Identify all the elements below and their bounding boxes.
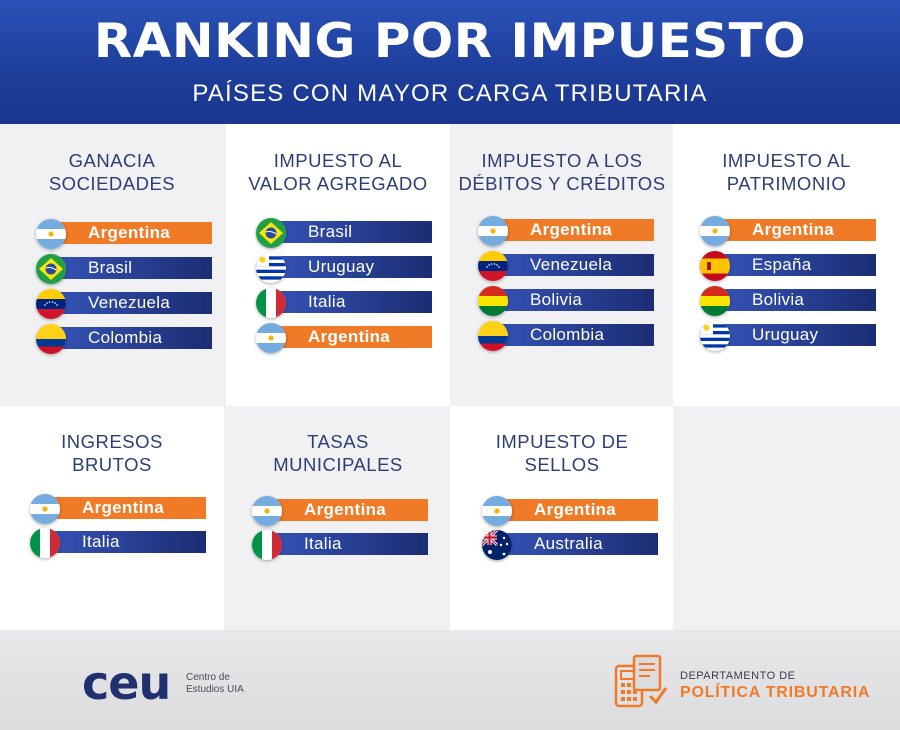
country-bar: Italia xyxy=(264,533,428,555)
country-bar: Italia xyxy=(42,531,206,553)
venezuela-flag-icon xyxy=(36,289,66,319)
country-bar: Colombia xyxy=(48,327,212,349)
page-subtitle: PAÍSES CON MAYOR CARGA TRIBUTARIA xyxy=(192,80,708,107)
country-bar-highlighted: Argentina xyxy=(48,222,212,244)
venezuela-flag-icon xyxy=(478,251,508,281)
ceu-subtitle: Centro de Estudios UIA xyxy=(186,672,244,695)
category-card-7: IMPUESTO DE SELLOS Argentina Australia xyxy=(450,406,674,630)
argentina-flag-icon xyxy=(30,494,60,524)
category-title: IMPUESTO DE SELLOS xyxy=(495,431,629,475)
country-bar: Colombia xyxy=(490,324,654,346)
country-bar: Venezuela xyxy=(48,292,212,314)
country-bar-highlighted: Argentina xyxy=(268,326,432,348)
calculator-document-icon xyxy=(614,654,668,708)
category-card-1: GANACIA SOCIEDADES Argentina Brasil Venezu… xyxy=(0,124,224,406)
country-bar: Uruguay xyxy=(268,256,432,278)
category-title: GANACIA SOCIEDADES xyxy=(48,150,176,194)
category-card-3: IMPUESTO A LOS DÉBITOS Y CRÉDITOS Argent… xyxy=(450,124,674,406)
country-bar-highlighted: Argentina xyxy=(490,219,654,241)
colombia-flag-icon xyxy=(478,321,508,351)
australia-flag-icon xyxy=(482,530,512,560)
bolivia-flag-icon xyxy=(478,286,508,316)
argentina-flag-icon xyxy=(256,323,286,353)
argentina-flag-icon xyxy=(700,216,730,246)
category-card-6: TASAS MUNICIPALES Argentina Italia xyxy=(226,406,450,630)
country-bar-highlighted: Argentina xyxy=(42,497,206,519)
country-bar: Italia xyxy=(268,291,432,313)
department-label: DEPARTAMENTO DE xyxy=(680,670,796,682)
category-title: INGRESOS BRUTOS xyxy=(61,431,163,475)
empty-card xyxy=(673,406,900,630)
country-bar-highlighted: Argentina xyxy=(712,219,876,241)
country-bar: Brasil xyxy=(48,257,212,279)
argentina-flag-icon xyxy=(36,219,66,249)
category-title: TASAS MUNICIPALES xyxy=(273,431,403,475)
colombia-flag-icon xyxy=(36,324,66,354)
italy-flag-icon xyxy=(252,530,282,560)
page-title: RANKING POR IMPUESTO xyxy=(93,14,807,69)
department-name: POLÍTICA TRIBUTARIA xyxy=(680,684,871,701)
country-bar: Bolivia xyxy=(712,289,876,311)
bolivia-flag-icon xyxy=(700,286,730,316)
uruguay-flag-icon xyxy=(700,321,730,351)
argentina-flag-icon xyxy=(478,216,508,246)
spain-flag-icon xyxy=(700,251,730,281)
argentina-flag-icon xyxy=(482,496,512,526)
italy-flag-icon xyxy=(256,288,286,318)
footer xyxy=(0,630,900,730)
category-title: IMPUESTO A LOS DÉBITOS Y CRÉDITOS xyxy=(458,150,666,194)
category-card-5: INGRESOS BRUTOS Argentina Italia xyxy=(0,406,224,630)
country-bar: Uruguay xyxy=(712,324,876,346)
country-bar: Venezuela xyxy=(490,254,654,276)
brazil-flag-icon xyxy=(36,254,66,284)
category-title: IMPUESTO AL PATRIMONIO xyxy=(722,150,851,194)
brazil-flag-icon xyxy=(256,218,286,248)
header-banner: RANKING POR IMPUESTO PAÍSES CON MAYOR CA… xyxy=(0,0,900,124)
country-bar: España xyxy=(712,254,876,276)
ceu-logo: ceu xyxy=(82,656,171,710)
country-bar-highlighted: Argentina xyxy=(494,499,658,521)
country-bar: Bolivia xyxy=(490,289,654,311)
uruguay-flag-icon xyxy=(256,253,286,283)
italy-flag-icon xyxy=(30,528,60,558)
country-bar: Brasil xyxy=(268,221,432,243)
country-bar: Australia xyxy=(494,533,658,555)
argentina-flag-icon xyxy=(252,496,282,526)
category-card-4: IMPUESTO AL PATRIMONIO Argentina España Bo… xyxy=(673,124,900,406)
country-bar-highlighted: Argentina xyxy=(264,499,428,521)
category-title: IMPUESTO AL VALOR AGREGADO xyxy=(248,150,428,194)
category-card-2: IMPUESTO AL VALOR AGREGADO Brasil Uruguay… xyxy=(226,124,450,406)
